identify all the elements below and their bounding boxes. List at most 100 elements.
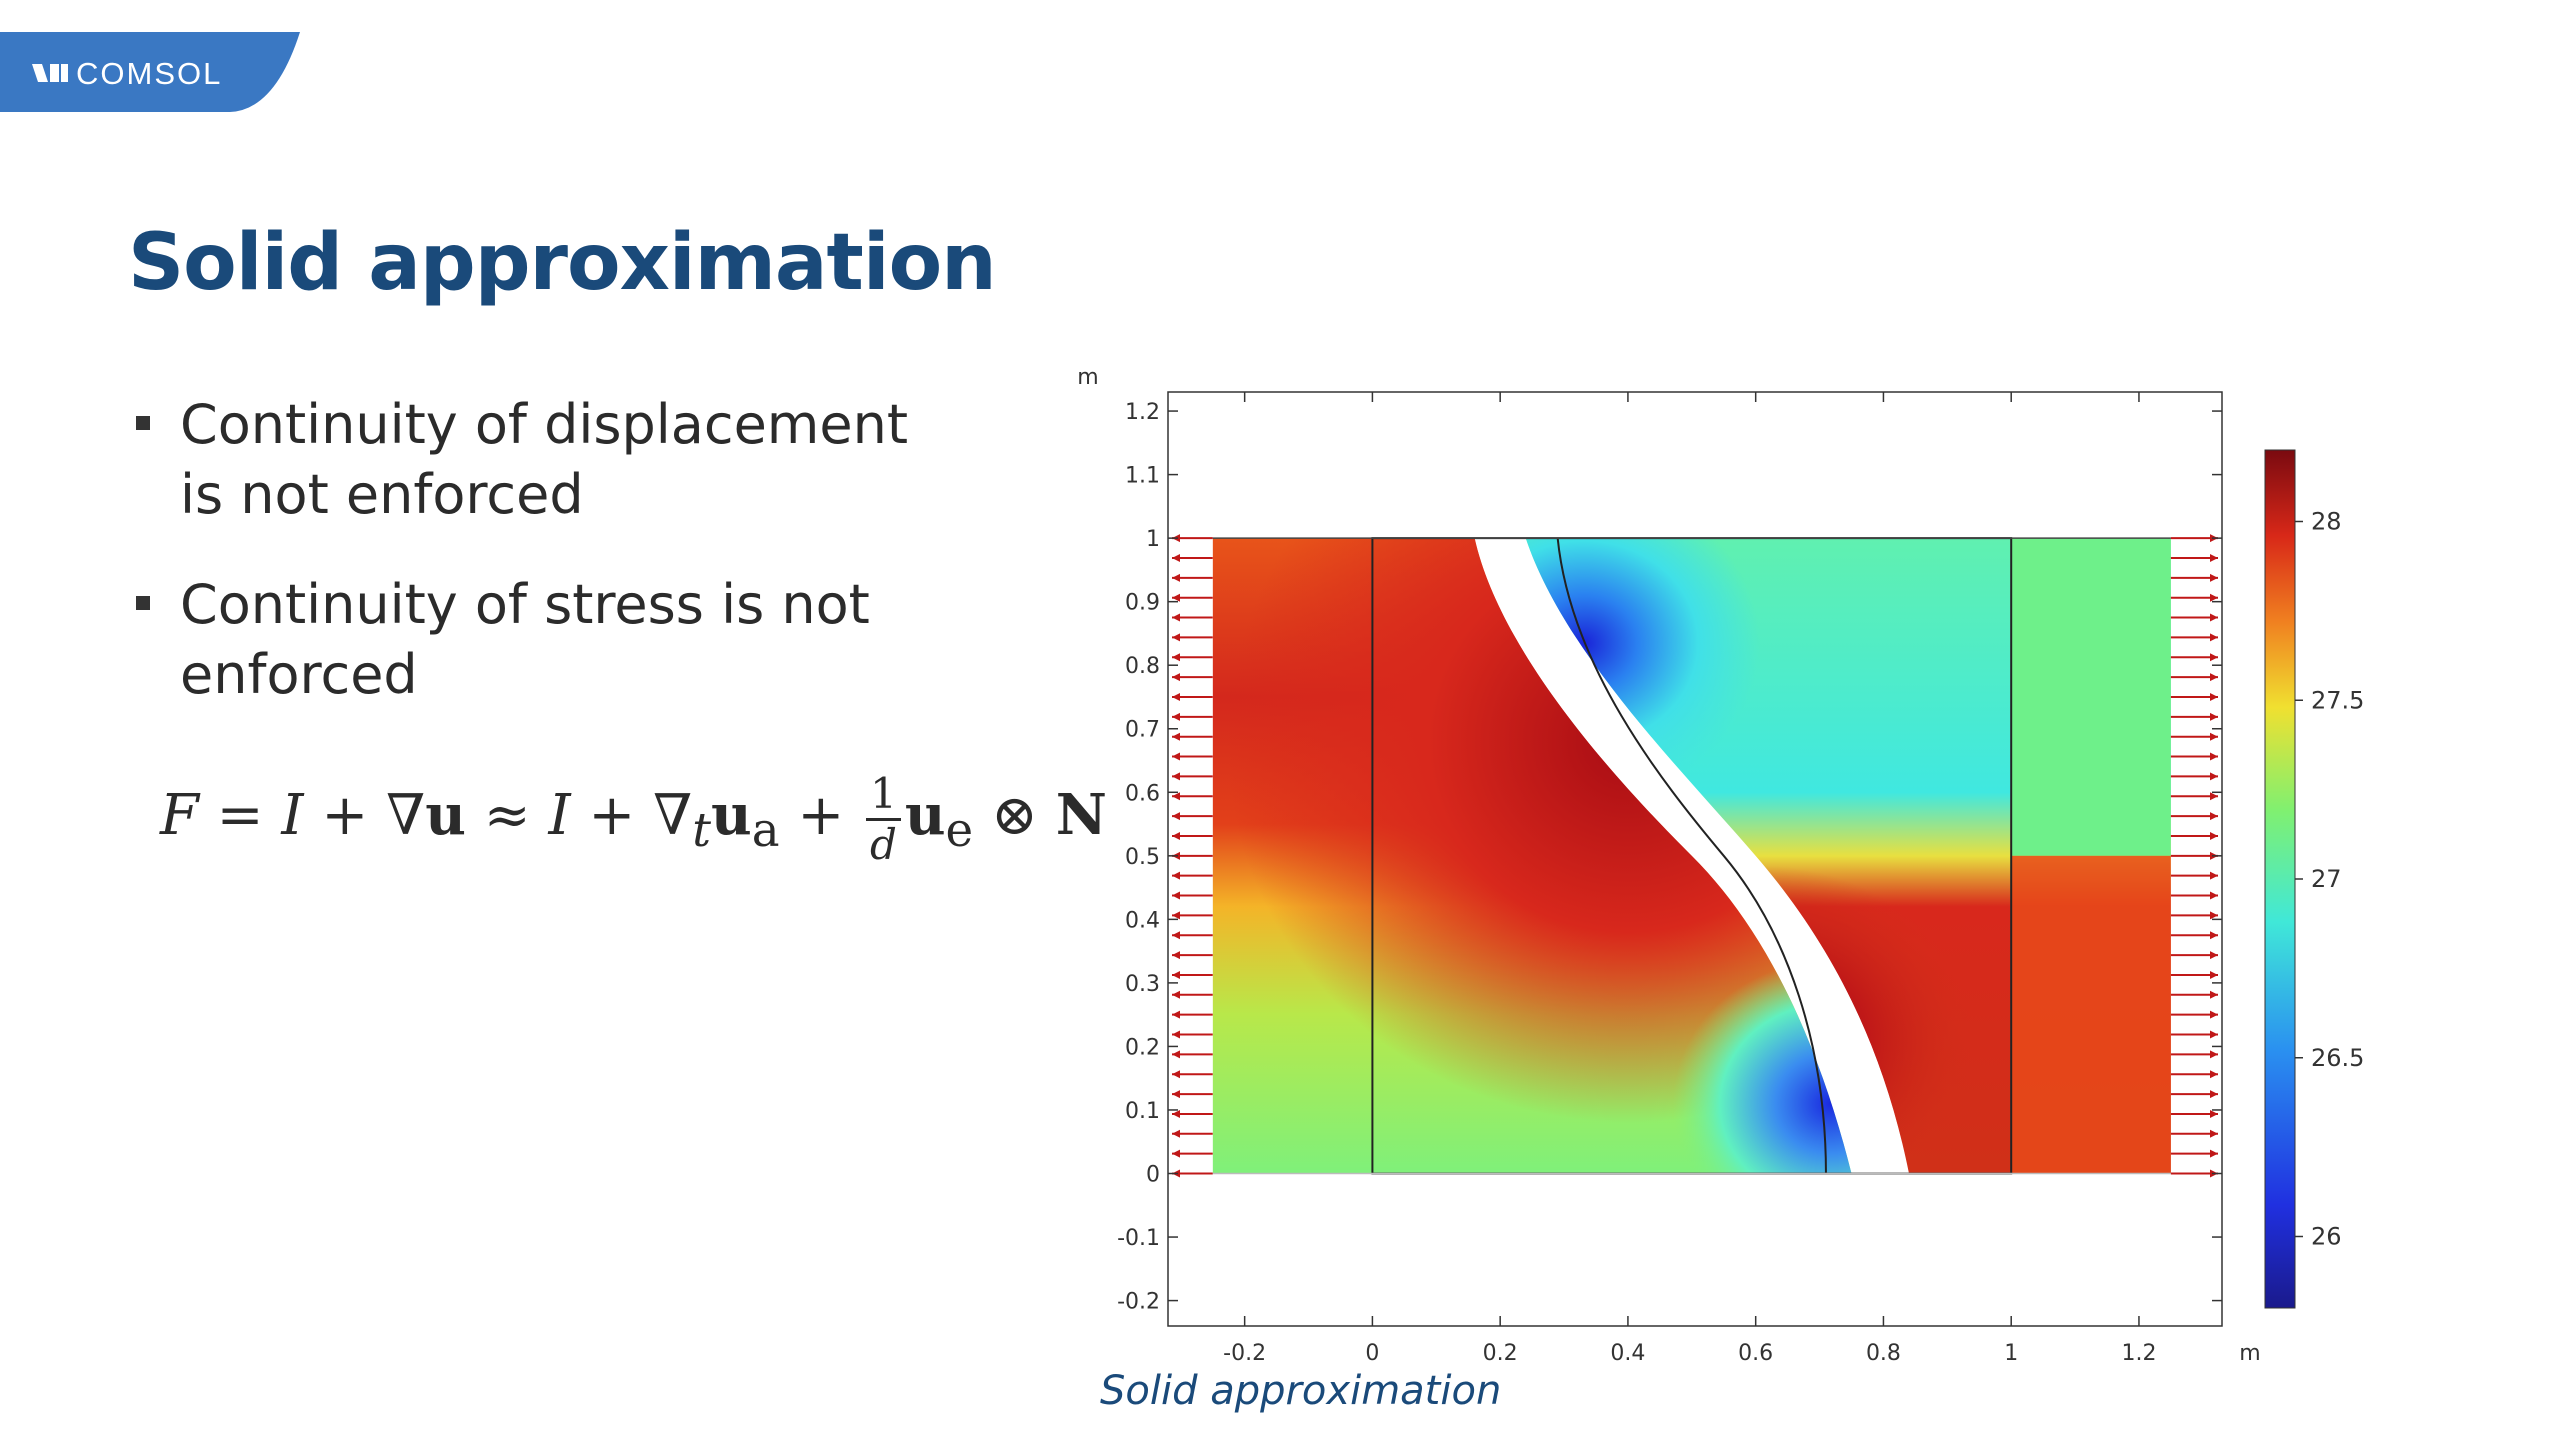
y-tick-label: 0.7 <box>1125 718 1160 743</box>
load-arrowhead-left <box>1172 1010 1180 1019</box>
bullet-text-line: Continuity of displacement <box>180 393 909 456</box>
colorbar-tick-label: 28 <box>2311 508 2342 536</box>
load-arrowhead-right <box>2210 772 2218 781</box>
load-arrowhead-left <box>1172 1149 1180 1158</box>
y-tick-label: 0.5 <box>1125 845 1160 870</box>
y-tick-label: 1 <box>1146 527 1160 552</box>
load-arrowhead-left <box>1172 1050 1180 1059</box>
plot-frame <box>1167 391 2223 1327</box>
load-arrowhead-left <box>1172 673 1180 682</box>
load-arrowhead-right <box>2210 593 2218 602</box>
crack-outline <box>1556 538 1827 1174</box>
y-tick-label: -0.2 <box>1117 1290 1160 1315</box>
load-arrowhead-left <box>1172 772 1180 781</box>
y-tick-label: 0.6 <box>1125 781 1160 806</box>
load-arrowhead-left <box>1172 653 1180 662</box>
x-tick-label: 1.2 <box>2121 1341 2156 1366</box>
load-arrowhead-left <box>1172 812 1180 821</box>
load-arrowhead-right <box>2210 951 2218 960</box>
bullet-text-line: is not enforced <box>180 463 584 526</box>
y-unit-label: m <box>1077 370 1098 390</box>
bullet-text-line: Continuity of stress is not <box>180 573 870 636</box>
figure-caption: Solid approximation <box>1100 1368 1502 1414</box>
load-arrowhead-right <box>2210 1090 2218 1099</box>
bullet-list: Continuity of displacement is not enforc… <box>132 390 1032 750</box>
load-arrowhead-right <box>2210 931 2218 940</box>
load-arrowhead-right <box>2210 1109 2218 1118</box>
load-arrowhead-right <box>2210 911 2218 920</box>
load-arrowhead-left <box>1172 1129 1180 1138</box>
y-tick-label: 0.4 <box>1125 908 1160 933</box>
load-arrowhead-right <box>2210 1149 2218 1158</box>
equation: F = I + ∇u ≈ I + ∇tua + 1 d ue ⊗ N <box>160 769 1107 869</box>
load-arrowhead-right <box>2210 573 2218 582</box>
slide-title: Solid approximation <box>128 218 997 308</box>
load-arrowhead-right <box>2210 1129 2218 1138</box>
y-tick-label: 0.8 <box>1125 654 1160 679</box>
load-arrowhead-right <box>2210 633 2218 642</box>
load-arrowhead-left <box>1172 792 1180 801</box>
load-arrowhead-right <box>2210 1050 2218 1059</box>
load-arrowhead-right <box>2210 812 2218 821</box>
colorbar-tick-label: 26.5 <box>2311 1044 2364 1072</box>
load-arrowhead-left <box>1172 752 1180 761</box>
load-arrowhead-right <box>2210 891 2218 900</box>
load-arrowhead-left <box>1172 831 1180 840</box>
load-arrowhead-left <box>1172 573 1180 582</box>
bullet-item: Continuity of displacement is not enforc… <box>132 390 1032 530</box>
load-arrowhead-left <box>1172 871 1180 880</box>
load-arrowhead-left <box>1172 990 1180 999</box>
colorbar <box>2264 449 2296 1309</box>
x-tick-label: 0 <box>1365 1341 1379 1366</box>
bullet-item: Continuity of stress is not enforced <box>132 570 1032 710</box>
y-tick-label: 0.9 <box>1125 591 1160 616</box>
load-arrowhead-right <box>2210 831 2218 840</box>
x-tick-label: 0.2 <box>1483 1341 1518 1366</box>
colorbar-tick-label: 27 <box>2311 865 2342 893</box>
load-arrowhead-left <box>1172 951 1180 960</box>
load-arrowhead-left <box>1172 911 1180 920</box>
load-arrowhead-right <box>2210 1030 2218 1039</box>
load-arrowhead-left <box>1172 1109 1180 1118</box>
load-arrowhead-right <box>2210 653 2218 662</box>
x-unit-label: m <box>2239 1341 2260 1366</box>
load-arrowhead-left <box>1172 613 1180 622</box>
load-arrowhead-left <box>1172 891 1180 900</box>
load-arrowhead-right <box>2210 970 2218 979</box>
load-arrowhead-right <box>2210 673 2218 682</box>
bullet-marker <box>136 596 150 610</box>
y-tick-label: 1.2 <box>1125 400 1160 425</box>
y-tick-label: -0.1 <box>1117 1226 1160 1251</box>
load-arrowhead-left <box>1172 593 1180 602</box>
colorbar-tick-label: 27.5 <box>2311 686 2364 714</box>
load-arrowhead-left <box>1172 1030 1180 1039</box>
load-arrowhead-left <box>1172 1090 1180 1099</box>
load-arrowhead-left <box>1172 931 1180 940</box>
x-tick-label: 1 <box>2004 1341 2018 1366</box>
fraction: 1 d <box>866 770 901 869</box>
load-arrowhead-right <box>2210 732 2218 741</box>
load-arrowhead-right <box>2210 553 2218 562</box>
load-arrowhead-right <box>2210 990 2218 999</box>
load-arrowhead-right <box>2210 712 2218 721</box>
y-tick-label: 0.1 <box>1125 1099 1160 1124</box>
colorbar-tick-label: 26 <box>2311 1223 2342 1251</box>
x-tick-label: 0.4 <box>1610 1341 1645 1366</box>
y-tick-label: 1.1 <box>1125 464 1160 489</box>
bullet-marker <box>136 416 150 430</box>
load-arrowhead-right <box>2210 692 2218 701</box>
x-tick-label: 0.8 <box>1866 1341 1901 1366</box>
load-arrowhead-left <box>1172 1070 1180 1079</box>
load-arrowhead-left <box>1172 553 1180 562</box>
y-tick-label: 0.2 <box>1125 1035 1160 1060</box>
load-arrowhead-right <box>2210 613 2218 622</box>
load-arrowhead-left <box>1172 712 1180 721</box>
plot-figure: -0.2 0 0.2 0.4 0.6 0.8 1 1.2 m 1.2 1.1 1 0.9 0.8 0.7 0.… <box>1077 370 2364 1366</box>
logo-tab <box>0 32 300 112</box>
load-arrowhead-left <box>1172 633 1180 642</box>
comsol-logo-icon <box>32 64 68 82</box>
load-arrowhead-left <box>1172 732 1180 741</box>
load-arrowhead-right <box>2210 1010 2218 1019</box>
logo-text: COMSOL <box>76 56 223 91</box>
y-tick-label: 0.3 <box>1125 972 1160 997</box>
